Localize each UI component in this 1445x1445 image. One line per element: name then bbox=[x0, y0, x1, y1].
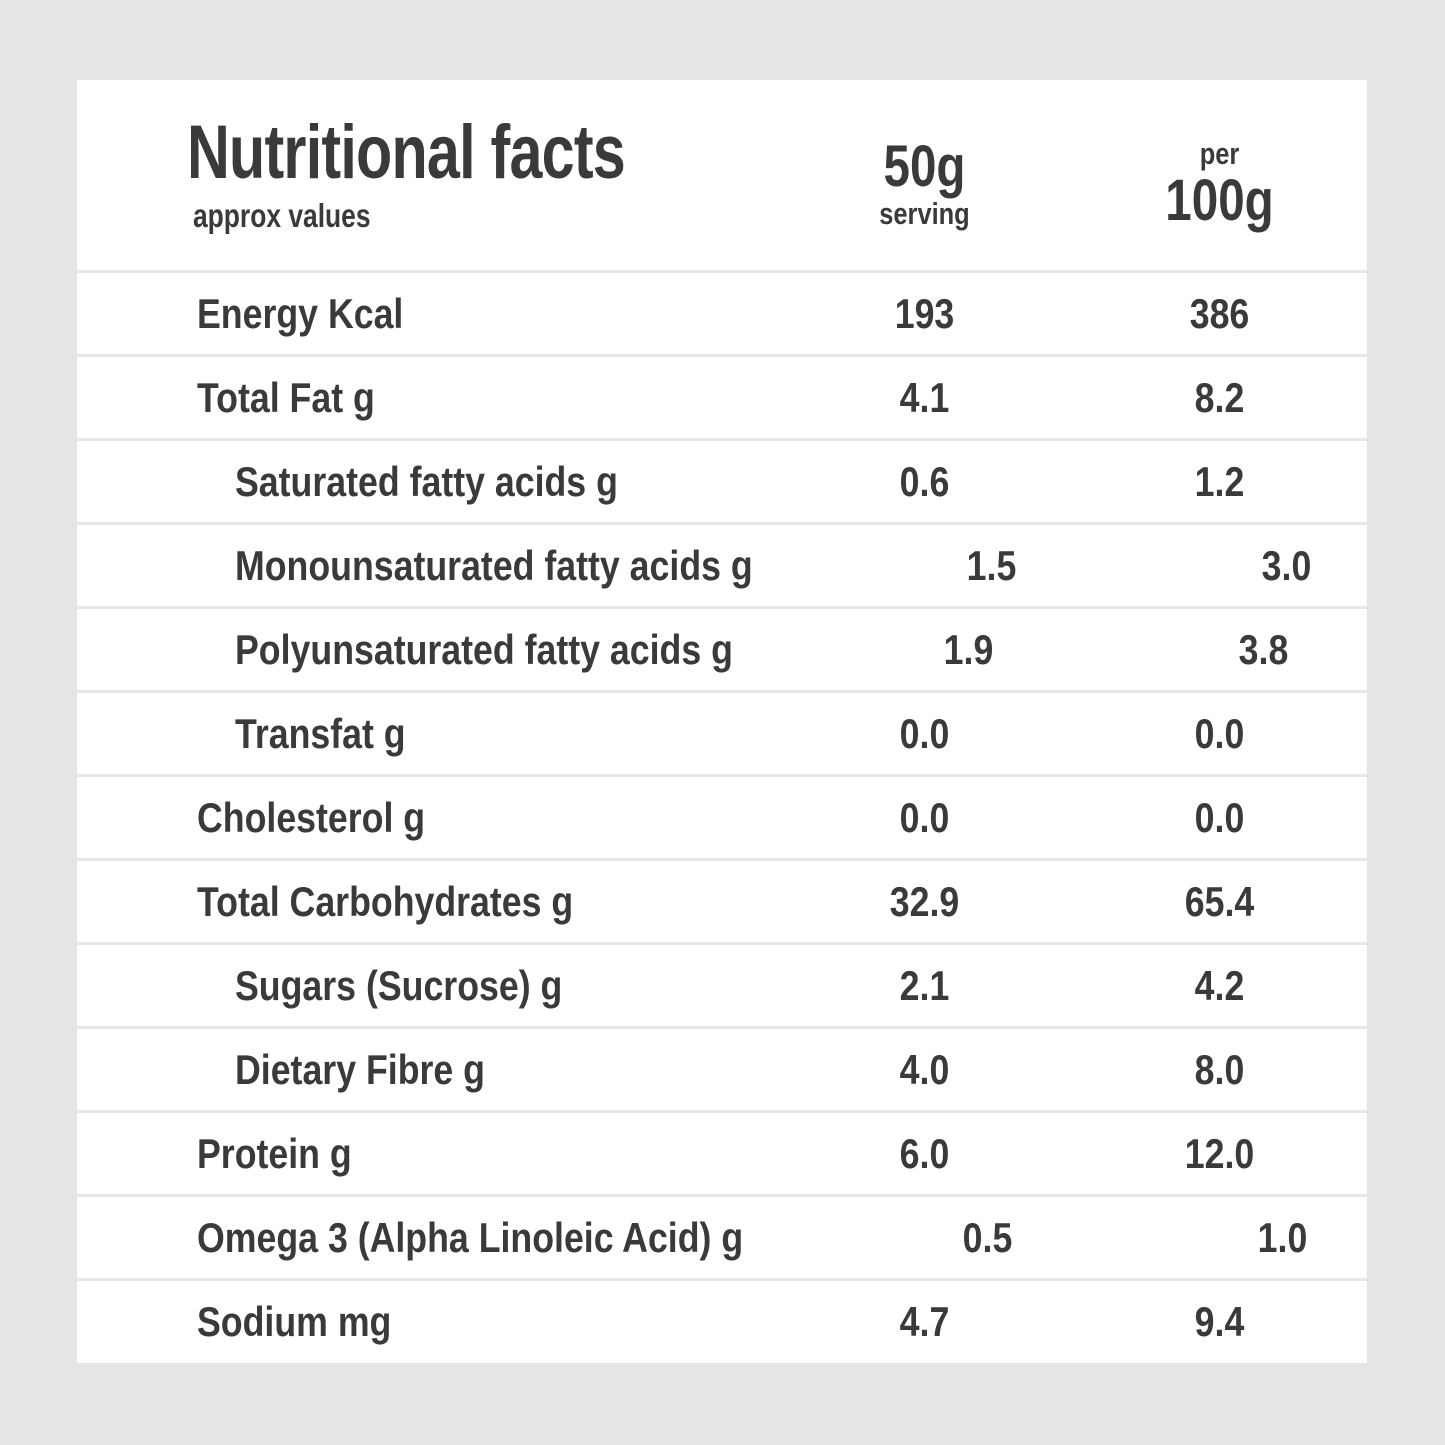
column-header-per-100g: per 100g bbox=[1072, 135, 1367, 233]
row-label-text: Omega 3 (Alpha Linoleic Acid) g bbox=[197, 1213, 744, 1261]
row-label-text: Saturated fatty acids g bbox=[235, 457, 618, 505]
row-label-text: Sugars (Sucrose) g bbox=[235, 961, 563, 1009]
row-label-text: Sodium mg bbox=[197, 1297, 392, 1345]
row-protein: Protein g 6.0 12.0 bbox=[77, 1110, 1367, 1194]
per-100g-amount-label: 100g bbox=[1165, 167, 1274, 233]
serving-value: 0.5 bbox=[962, 1213, 1012, 1261]
serving-value: 0.0 bbox=[899, 709, 950, 757]
row-label: Monounsaturated fatty acids g bbox=[77, 542, 844, 590]
per-100g-value: 8.0 bbox=[1194, 1045, 1245, 1093]
row-label-text: Protein g bbox=[197, 1129, 352, 1177]
row-total-carbohydrates: Total Carbohydrates g 32.9 65.4 bbox=[77, 858, 1367, 942]
serving-word-label: serving bbox=[879, 196, 970, 232]
row-sodium: Sodium mg 4.7 9.4 bbox=[77, 1278, 1367, 1362]
row-dietary-fibre: Dietary Fibre g 4.0 8.0 bbox=[77, 1026, 1367, 1110]
per-word-label: per bbox=[1199, 135, 1240, 171]
per-100g-value: 9.4 bbox=[1194, 1297, 1245, 1345]
per-100g-value: 0.0 bbox=[1194, 793, 1245, 841]
per-100g-value: 1.0 bbox=[1257, 1213, 1307, 1261]
serving-value: 1.5 bbox=[966, 541, 1017, 589]
table-header: Nutritional facts approx values 50g serv… bbox=[77, 80, 1367, 270]
row-label: Omega 3 (Alpha Linoleic Acid) g bbox=[77, 1214, 840, 1262]
row-label: Sodium mg bbox=[77, 1298, 777, 1346]
row-label: Cholesterol g bbox=[77, 794, 777, 842]
row-label-text: Total Carbohydrates g bbox=[197, 877, 574, 925]
row-transfat: Transfat g 0.0 0.0 bbox=[77, 690, 1367, 774]
row-label: Total Fat g bbox=[77, 374, 777, 422]
per-100g-value: 4.2 bbox=[1194, 961, 1245, 1009]
row-label: Energy Kcal bbox=[77, 290, 777, 338]
row-saturated-fatty-acids: Saturated fatty acids g 0.6 1.2 bbox=[77, 438, 1367, 522]
row-label-text: Cholesterol g bbox=[197, 793, 426, 841]
serving-value: 193 bbox=[894, 289, 955, 337]
per-100g-value: 3.0 bbox=[1261, 541, 1312, 589]
row-label-text: Polyunsaturated fatty acids g bbox=[235, 625, 733, 673]
column-header-serving: 50g serving bbox=[777, 133, 1072, 232]
serving-value: 0.6 bbox=[899, 457, 950, 505]
per-100g-value: 1.2 bbox=[1194, 457, 1245, 505]
serving-value: 6.0 bbox=[899, 1129, 950, 1177]
row-total-fat: Total Fat g 4.1 8.2 bbox=[77, 354, 1367, 438]
serving-value: 2.1 bbox=[899, 961, 950, 1009]
per-100g-value: 3.8 bbox=[1238, 625, 1289, 673]
serving-value: 32.9 bbox=[889, 877, 960, 925]
per-100g-value: 386 bbox=[1189, 289, 1250, 337]
per-100g-value: 65.4 bbox=[1184, 877, 1255, 925]
row-label-text: Energy Kcal bbox=[197, 289, 404, 337]
row-label-text: Total Fat g bbox=[197, 373, 375, 421]
row-label: Dietary Fibre g bbox=[77, 1046, 777, 1094]
row-label: Polyunsaturated fatty acids g bbox=[77, 626, 821, 674]
per-100g-value: 8.2 bbox=[1194, 373, 1245, 421]
row-label-text: Dietary Fibre g bbox=[235, 1045, 485, 1093]
row-cholesterol: Cholesterol g 0.0 0.0 bbox=[77, 774, 1367, 858]
row-label: Protein g bbox=[77, 1130, 777, 1178]
row-omega-3: Omega 3 (Alpha Linoleic Acid) g 0.5 1.0 bbox=[77, 1194, 1367, 1278]
title-block: Nutritional facts approx values bbox=[77, 115, 777, 235]
row-label-text: Monounsaturated fatty acids g bbox=[235, 541, 753, 589]
row-label-text: Transfat g bbox=[235, 709, 406, 757]
page-title: Nutritional facts bbox=[187, 110, 626, 195]
row-energy-kcal: Energy Kcal 193 386 bbox=[77, 270, 1367, 354]
per-100g-value: 12.0 bbox=[1184, 1129, 1255, 1177]
serving-amount-label: 50g bbox=[883, 133, 966, 199]
row-label: Saturated fatty acids g bbox=[77, 458, 777, 506]
serving-value: 4.7 bbox=[899, 1297, 950, 1345]
serving-value: 0.0 bbox=[899, 793, 950, 841]
serving-value: 1.9 bbox=[943, 625, 994, 673]
per-100g-value: 0.0 bbox=[1194, 709, 1245, 757]
row-monounsaturated-fatty-acids: Monounsaturated fatty acids g 1.5 3.0 bbox=[77, 522, 1367, 606]
row-label: Sugars (Sucrose) g bbox=[77, 962, 777, 1010]
serving-value: 4.1 bbox=[899, 373, 950, 421]
row-sugars-sucrose: Sugars (Sucrose) g 2.1 4.2 bbox=[77, 942, 1367, 1026]
approx-values-subtitle: approx values bbox=[193, 197, 371, 234]
row-label: Transfat g bbox=[77, 710, 777, 758]
row-polyunsaturated-fatty-acids: Polyunsaturated fatty acids g 1.9 3.8 bbox=[77, 606, 1367, 690]
serving-value: 4.0 bbox=[899, 1045, 950, 1093]
row-label: Total Carbohydrates g bbox=[77, 878, 777, 926]
nutrition-facts-card: Nutritional facts approx values 50g serv… bbox=[77, 80, 1367, 1363]
